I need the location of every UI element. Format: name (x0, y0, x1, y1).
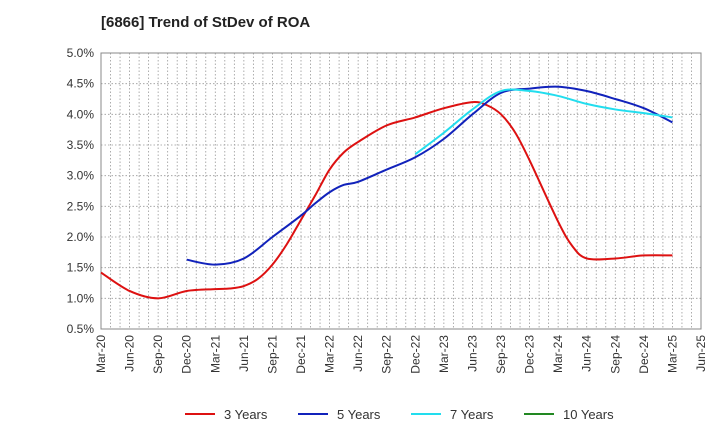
y-tick-label: 4.5% (67, 77, 95, 91)
legend-label: 7 Years (450, 407, 494, 422)
x-axis: Mar-20 Jun-20 Sep-20 Dec-20 Mar-21 Jun-21 Sep-… (94, 335, 708, 374)
legend-label: 3 Years (224, 407, 268, 422)
x-tick-label: Jun-20 (123, 335, 137, 372)
x-tick-label: Dec-21 (294, 335, 308, 374)
x-tick-label: Mar-22 (323, 335, 337, 373)
x-tick-label: Jun-22 (351, 335, 365, 372)
y-tick-label: 3.5% (67, 138, 95, 152)
series-line-5-years (186, 85, 673, 266)
x-tick-label: Jun-24 (580, 335, 594, 372)
y-tick-label: 2.0% (67, 230, 95, 244)
x-tick-label: Mar-23 (437, 335, 451, 373)
series-line-7-years (414, 88, 673, 155)
x-tick-label: Sep-23 (494, 335, 508, 374)
x-tick-label: Mar-25 (665, 335, 679, 373)
plot-background (101, 53, 701, 329)
y-axis: 0.5% 1.0% 1.5% 2.0% 2.5% 3.0% 3.5% 4.0% 4.5% 5.0% (67, 46, 95, 336)
x-tick-label: Sep-21 (265, 335, 279, 374)
x-tick-label: Mar-24 (551, 335, 565, 373)
y-tick-label: 0.5% (67, 322, 95, 336)
x-tick-label: Dec-20 (180, 335, 194, 374)
x-tick-label: Jun-23 (465, 335, 479, 372)
y-tick-label: 5.0% (67, 46, 95, 60)
x-tick-label: Jun-25 (694, 335, 708, 372)
x-tick-label: Sep-22 (380, 335, 394, 374)
y-tick-label: 3.0% (67, 169, 95, 183)
x-tick-label: Sep-20 (151, 335, 165, 374)
x-tick-label: Dec-24 (637, 335, 651, 374)
x-tick-label: Mar-21 (208, 335, 222, 373)
chart-title: [6866] Trend of StDev of ROA (101, 14, 311, 31)
y-tick-label: 2.5% (67, 199, 95, 213)
x-tick-label: Dec-22 (408, 335, 422, 374)
legend-label: 10 Years (563, 407, 614, 422)
series-lines (100, 85, 673, 300)
legend: 3 Years 5 Years 7 Years 10 Years (185, 407, 614, 422)
x-tick-label: Dec-23 (523, 335, 537, 374)
legend-label: 5 Years (337, 407, 381, 422)
y-tick-label: 4.0% (67, 107, 95, 121)
y-tick-label: 1.5% (67, 261, 95, 275)
y-tick-label: 1.0% (67, 291, 95, 305)
x-tick-label: Jun-21 (237, 335, 251, 372)
x-tick-label: Sep-24 (608, 335, 622, 374)
x-tick-label: Mar-20 (94, 335, 108, 373)
series-line-3-years (100, 100, 673, 300)
plot-border (100, 52, 702, 330)
